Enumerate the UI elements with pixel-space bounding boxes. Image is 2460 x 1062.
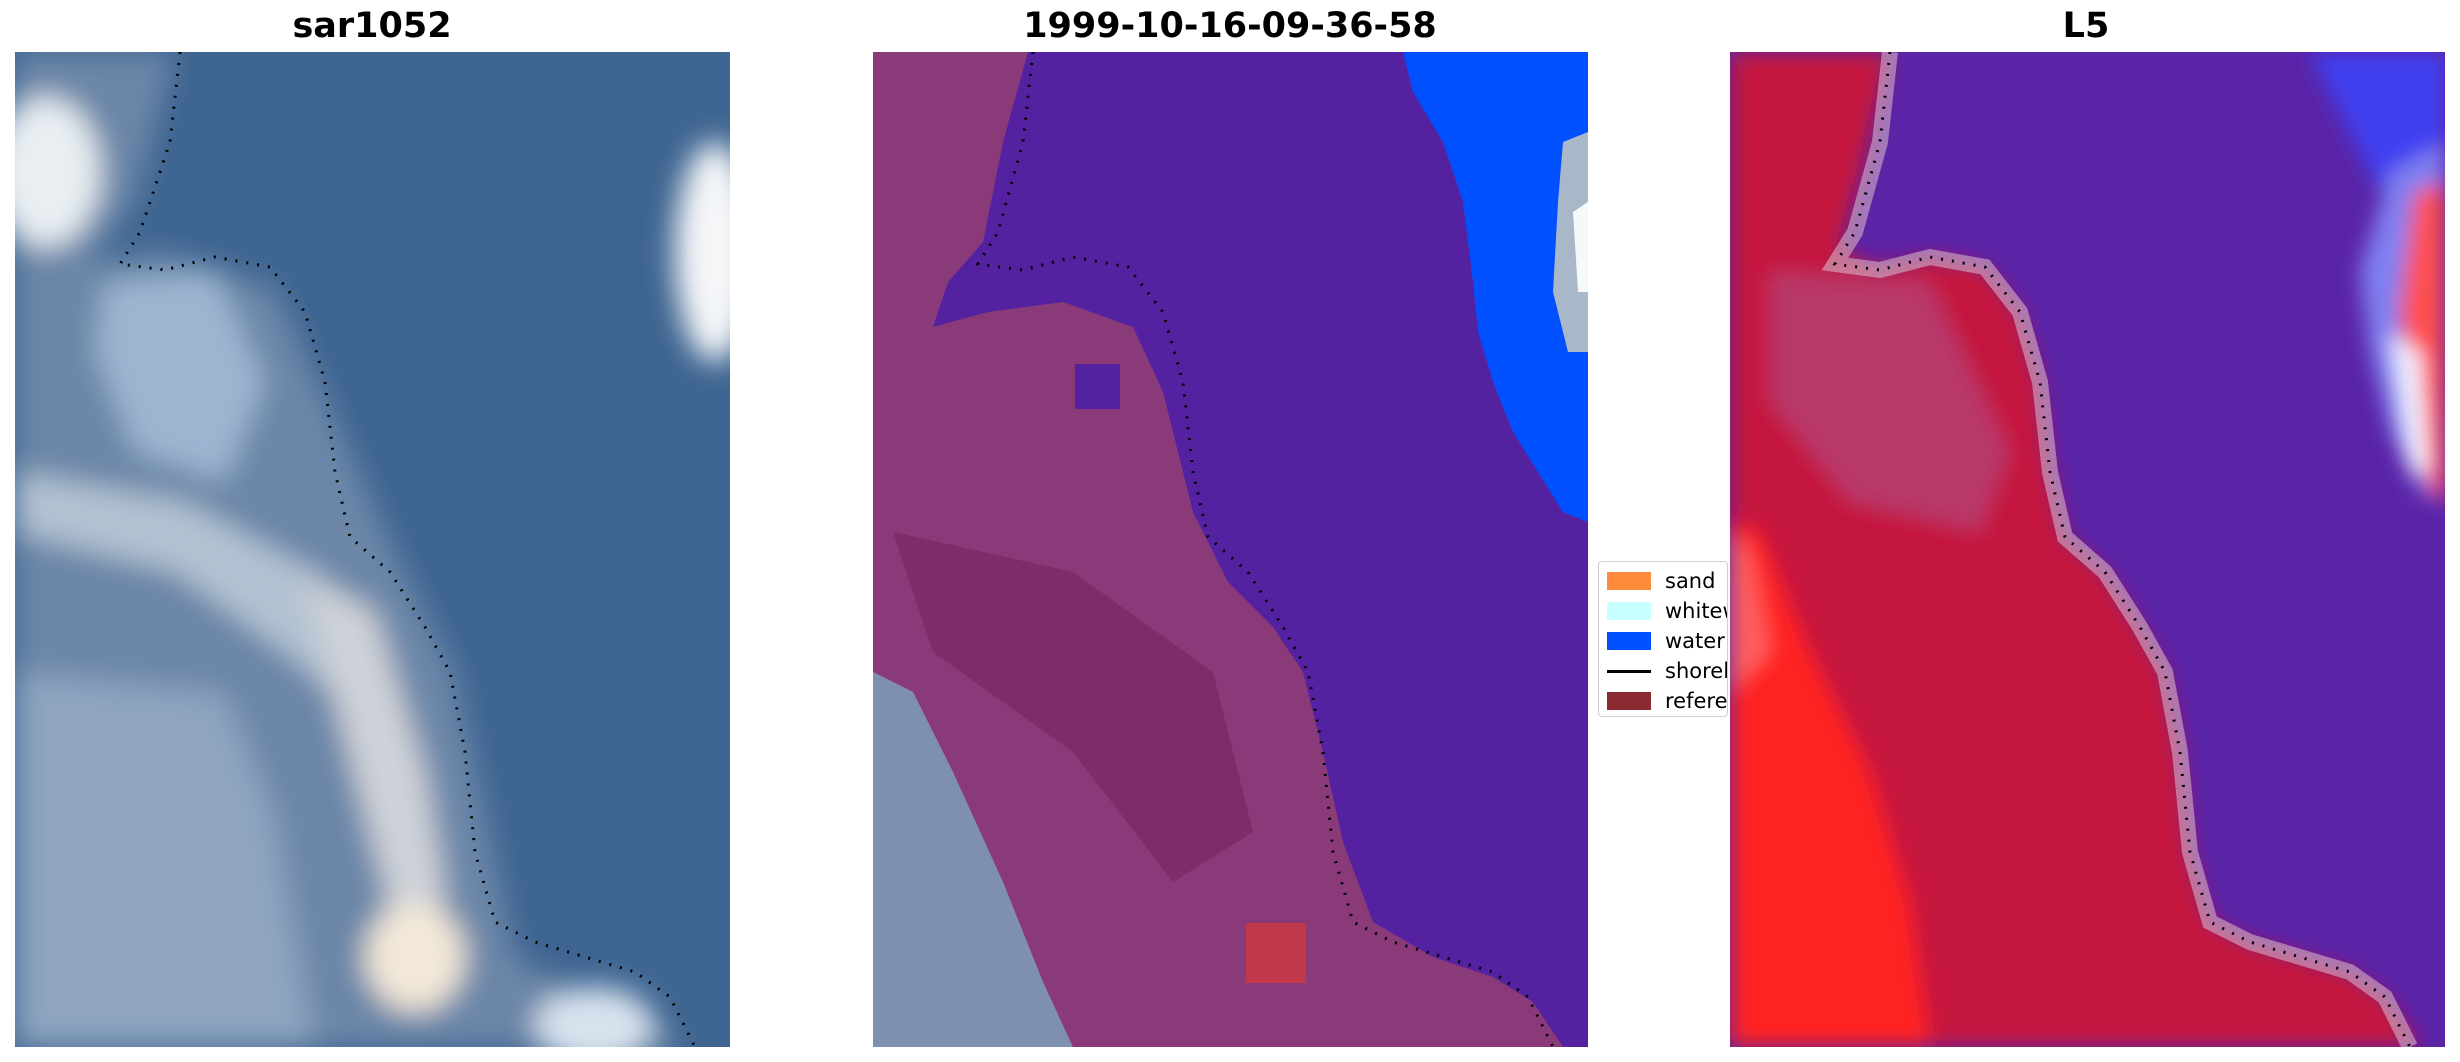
shoreline-swatch — [1607, 669, 1651, 673]
legend-label: sand — [1665, 569, 1716, 593]
water-swatch — [1607, 632, 1651, 650]
reference-marker — [1246, 923, 1306, 983]
index-image — [1730, 52, 2445, 1047]
legend-label: reference — [1665, 689, 1728, 713]
legend-item-water: water — [1607, 628, 1725, 654]
panel-title-index: L5 — [2062, 6, 2110, 46]
legend-item-shoreline: shoreline — [1607, 658, 1728, 684]
classification-image — [873, 52, 1588, 1047]
satellite-image — [15, 52, 730, 1047]
legend-label: shoreline — [1665, 659, 1728, 683]
panel-title-classification: 1999-10-16-09-36-58 — [1023, 6, 1437, 46]
index-panel — [1730, 52, 2445, 1047]
legend-item-reference: reference — [1607, 688, 1728, 714]
legend-label: water — [1665, 629, 1725, 653]
legend-item-sand: sand — [1607, 568, 1715, 594]
satellite-image-panel — [15, 52, 730, 1047]
whitewater-swatch — [1607, 602, 1651, 620]
sand-swatch — [1607, 572, 1651, 590]
panel-title-image: sar1052 — [292, 6, 452, 46]
classification-panel — [873, 52, 1588, 1047]
reference-swatch — [1607, 692, 1651, 710]
